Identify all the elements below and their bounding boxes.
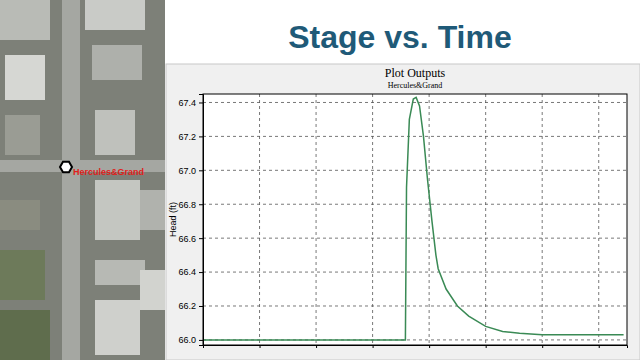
- x-tick: [373, 345, 374, 348]
- building: [95, 180, 140, 240]
- y-tick-mark: [199, 136, 203, 137]
- y-tick-mark: [199, 272, 203, 273]
- map-label: Hercules&Grand: [73, 167, 144, 177]
- x-grid-line: [542, 94, 543, 345]
- x-tick: [599, 345, 600, 348]
- y-tick-mark: [199, 102, 203, 103]
- y-tick: 66.6: [178, 234, 203, 244]
- building: [0, 0, 50, 40]
- y-grid-line: [203, 238, 627, 239]
- chart-subtitle: Hercules&Grand: [388, 81, 443, 90]
- y-grid-line: [203, 305, 627, 306]
- y-tick: 66.8: [178, 200, 203, 210]
- y-tick: 67.0: [178, 166, 203, 176]
- x-tick-mark: [429, 345, 430, 348]
- y-tick-label: 66.4: [178, 267, 196, 277]
- building: [0, 310, 50, 360]
- map-background: [0, 0, 165, 360]
- y-tick-label: 67.2: [178, 132, 196, 142]
- x-tick: [316, 345, 317, 348]
- y-tick-label: 66.2: [178, 301, 196, 311]
- y-tick-label: 66.8: [178, 200, 196, 210]
- y-tick-mark: [199, 204, 203, 205]
- road: [62, 0, 80, 360]
- building: [95, 260, 145, 285]
- x-tick: [542, 345, 543, 348]
- chart-panel: [166, 64, 640, 360]
- y-tick: 67.2: [178, 132, 203, 142]
- slide-title: Stage vs. Time: [288, 19, 512, 55]
- x-tick-mark: [599, 345, 600, 348]
- aerial-map: Hercules&Grand: [0, 0, 165, 360]
- y-tick: 67.4: [178, 98, 203, 108]
- x-tick: [486, 345, 487, 348]
- y-tick: 66.2: [178, 301, 203, 311]
- building: [0, 250, 45, 300]
- data-line: [203, 97, 624, 340]
- slide: Hercules&Grand Stage vs. Time Plot Outputs…: [0, 0, 640, 360]
- building: [5, 55, 45, 100]
- x-tick-mark: [542, 345, 543, 348]
- y-axis: 66.0 66.2 66.4 66.6 66.8 67.0 67.2 67.4: [178, 95, 203, 346]
- y-grid-line: [203, 102, 627, 103]
- plot-area: [203, 94, 627, 345]
- x-grid-line: [259, 94, 260, 345]
- x-grid-line: [429, 94, 430, 345]
- y-tick: 66.4: [178, 267, 203, 277]
- building: [140, 190, 165, 230]
- location-marker: [60, 162, 72, 172]
- y-axis-line: [199, 95, 204, 346]
- x-tick-mark: [373, 345, 374, 348]
- building: [85, 0, 145, 30]
- y-grid-line: [203, 204, 627, 205]
- x-grid-line: [372, 94, 373, 345]
- plot-frame: [203, 94, 627, 345]
- chart-title: Plot Outputs: [385, 66, 446, 80]
- y-tick-mark: [199, 340, 203, 341]
- y-tick-mark: [199, 306, 203, 307]
- building: [0, 200, 40, 230]
- grid: [203, 94, 627, 345]
- building: [92, 45, 142, 80]
- x-tick-mark: [316, 345, 317, 348]
- marks: [203, 97, 624, 340]
- x-axis-line: [204, 346, 628, 349]
- x-tick-mark: [486, 345, 487, 348]
- x-axis: [204, 345, 628, 348]
- y-grid-line: [203, 136, 627, 137]
- building: [95, 300, 140, 355]
- y-tick-mark: [199, 170, 203, 171]
- x-tick: [260, 345, 261, 348]
- x-grid-line: [598, 94, 599, 345]
- y-tick-mark: [199, 238, 203, 239]
- y-tick-label: 66.6: [178, 234, 196, 244]
- y-tick: 66.0: [178, 335, 203, 345]
- x-tick: [429, 345, 430, 348]
- x-tick-mark: [260, 345, 261, 348]
- x-grid-line: [485, 94, 486, 345]
- y-axis-title: Head (ft): [168, 202, 178, 237]
- y-grid-line: [203, 272, 627, 273]
- building: [5, 115, 40, 155]
- x-grid-line: [316, 94, 317, 345]
- y-tick-label: 67.0: [178, 166, 196, 176]
- building: [140, 270, 165, 310]
- y-grid-line: [203, 170, 627, 171]
- building: [95, 110, 135, 155]
- y-tick-label: 66.0: [178, 335, 196, 345]
- y-tick-label: 67.4: [178, 98, 196, 108]
